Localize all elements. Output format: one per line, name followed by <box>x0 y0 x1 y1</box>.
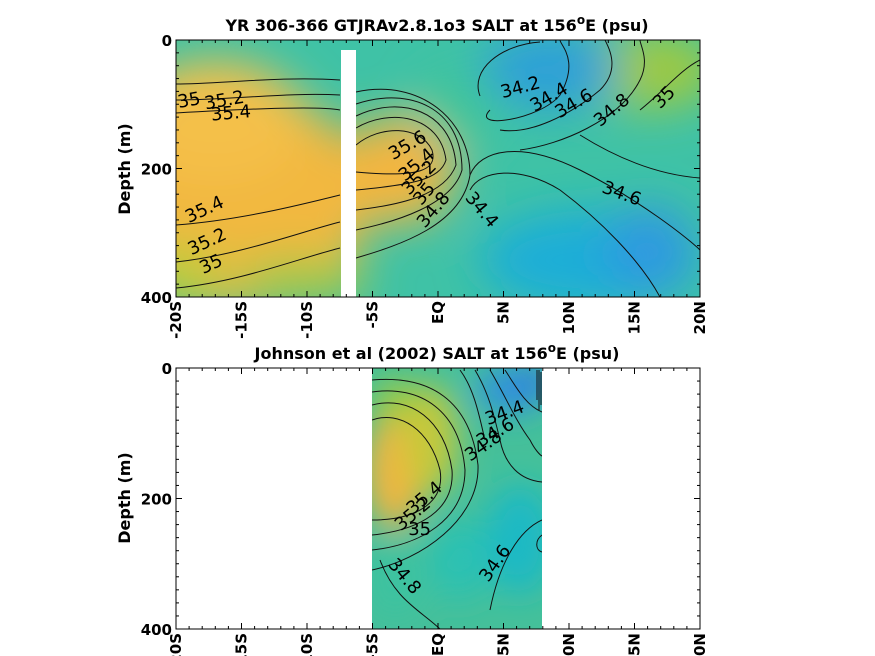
bottom-x-tick-label: -20S <box>167 633 185 656</box>
bottom-y-axis-ticks: 0 200 400 <box>141 360 700 639</box>
top-y-axis-label: Depth (m) <box>115 123 134 215</box>
bottom-y-tick-label: 0 <box>162 360 172 378</box>
bottom-x-axis-ticks: -20S -15S -10S -5S EQ 5N 10N 15N 20N <box>167 368 709 656</box>
bottom-x-tick-label: -5S <box>364 633 382 656</box>
top-chart-title: YR 306-366 GTJRAv2.8.1o3 SALT at 156oE (… <box>224 13 648 35</box>
top-panel: YR 306-366 GTJRAv2.8.1o3 SALT at 156oE (… <box>115 13 709 339</box>
top-x-tick-label: 15N <box>626 301 644 334</box>
top-x-tick-label: 5N <box>495 301 513 324</box>
top-x-tick-label: -10S <box>298 301 316 339</box>
bottom-x-tick-label: 5N <box>495 633 513 656</box>
bottom-y-axis-label: Depth (m) <box>115 452 134 544</box>
bottom-y-tick-label: 400 <box>141 621 172 639</box>
bottom-x-tick-label: -10S <box>298 633 316 656</box>
bottom-y-tick-label: 200 <box>141 491 172 509</box>
top-x-axis-ticks: -20S -15S -10S -5S EQ 5N 10N 15N 20N <box>167 40 709 339</box>
top-x-tick-label: 10N <box>560 301 578 334</box>
top-x-tick-label: EQ <box>429 301 447 324</box>
bottom-panel: Johnson et al (2002) SALT at 156oE (psu) <box>115 341 709 656</box>
top-y-tick-label: 200 <box>141 161 172 179</box>
bottom-x-tick-label: 20N <box>691 633 709 656</box>
bottom-x-tick-label: EQ <box>429 633 447 656</box>
top-x-tick-label: 20N <box>691 301 709 334</box>
top-y-tick-label: 0 <box>162 32 172 50</box>
top-data-mask-gap <box>341 50 356 298</box>
top-y-tick-label: 400 <box>141 289 172 307</box>
contour-label: 35 <box>408 519 431 540</box>
top-salinity-field <box>176 40 700 297</box>
top-x-tick-label: -5S <box>364 301 382 328</box>
contour-label: 35 <box>176 88 202 113</box>
bottom-x-tick-label: 15N <box>626 633 644 656</box>
bottom-x-tick-label: -15S <box>233 633 251 656</box>
bottom-salinity-field <box>372 368 542 629</box>
contour-label: 35.4 <box>210 101 252 125</box>
bottom-chart-title: Johnson et al (2002) SALT at 156oE (psu) <box>254 341 620 363</box>
top-x-tick-label: -15S <box>233 301 251 339</box>
top-y-axis-ticks: 0 200 400 <box>141 32 700 307</box>
bottom-x-tick-label: 10N <box>560 633 578 656</box>
top-x-tick-label: -20S <box>167 301 185 339</box>
